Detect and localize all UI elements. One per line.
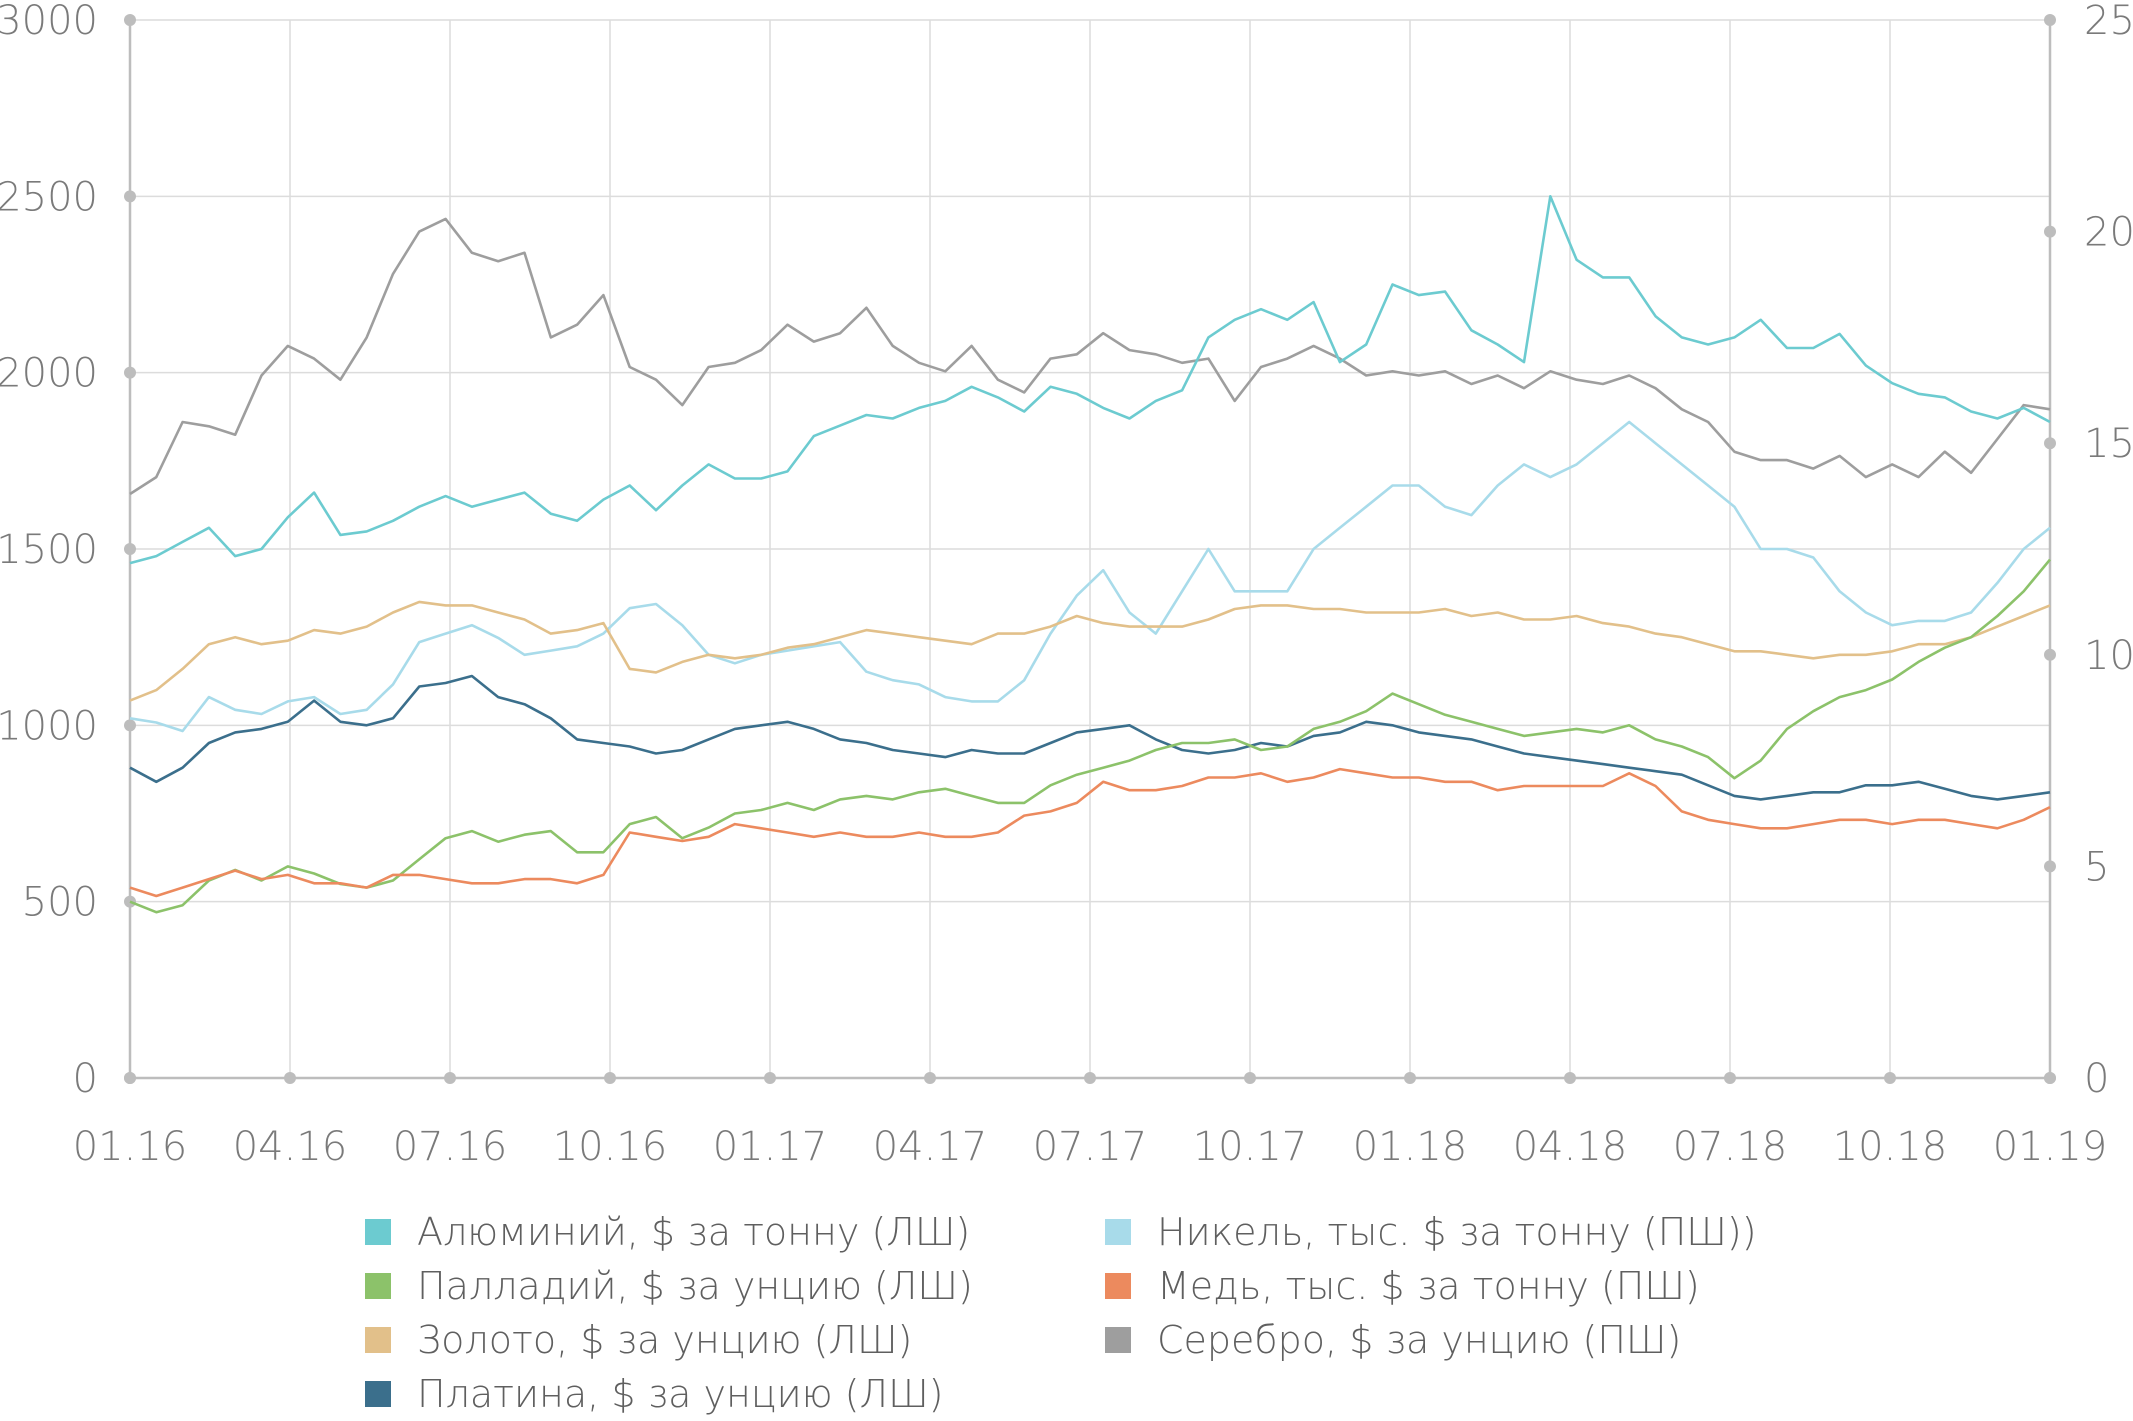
x-axis-tick-dot: [2044, 1072, 2056, 1084]
dual-axis-line-chart: 0 500 1000 1500 2000 2500 3000 0 5 10 15 20 25 01.1…: [0, 0, 2133, 1170]
legend-label: Серебро, $ за унцию (ПШ): [1157, 1318, 1682, 1362]
x-axis-tick-dot: [604, 1072, 616, 1084]
legend-item: Медь, тыс. $ за тонну (ПШ): [1105, 1259, 1700, 1313]
series-line-5: [129, 767, 2051, 898]
x-axis-tick-label: 07.17: [1033, 1124, 1148, 1170]
legend-item: Палладий, $ за унцию (ЛШ): [365, 1259, 973, 1313]
legend-label: Алюминий, $ за тонну (ЛШ): [417, 1210, 971, 1254]
legend-item: Алюминий, $ за тонну (ЛШ): [365, 1205, 970, 1259]
legend-swatch: [365, 1381, 391, 1407]
right-axis-tick-dot: [2044, 860, 2056, 873]
x-axis-tick-label: 10.16: [553, 1124, 668, 1170]
series-line-6: [129, 217, 2051, 496]
left-axis-tick-dot: [124, 719, 136, 732]
legend-label: Платина, $ за унцию (ЛШ): [417, 1372, 944, 1416]
series-line-0: [129, 195, 2051, 565]
legend-swatch: [365, 1327, 391, 1353]
x-axis-tick-label: 04.17: [873, 1124, 988, 1170]
series-line-3: [129, 674, 2051, 801]
x-axis-tick-dot: [284, 1072, 296, 1084]
legend-swatch: [365, 1273, 391, 1299]
x-axis-tick-dot: [1244, 1072, 1256, 1084]
x-axis-tick-dot: [1404, 1072, 1416, 1084]
left-axis-tick-label: 500: [22, 880, 98, 926]
x-axis-tick-dot: [924, 1072, 936, 1084]
right-axis-tick-label: 25: [2084, 0, 2133, 44]
series-layer: [129, 195, 2052, 914]
series-line-2: [129, 600, 2051, 702]
left-axis-tick-label: 2500: [0, 174, 98, 220]
left-axis-tick-label: 1000: [0, 703, 98, 749]
right-axis-tick-labels: 0 5 10 15 20 25: [2084, 0, 2133, 1102]
x-axis-tick-label: 04.18: [1513, 1124, 1628, 1170]
x-axis-tick-label: 04.16: [233, 1124, 348, 1170]
x-axis-tick-dot: [764, 1072, 776, 1084]
left-axis-tick-label: 0: [73, 1056, 98, 1102]
x-axis-tick-dot: [444, 1072, 456, 1084]
legend: Алюминий, $ за тонну (ЛШ) Палладий, $ за …: [365, 1205, 1865, 1417]
x-axis-tick-dot: [1884, 1072, 1896, 1084]
gridlines: [129, 19, 2051, 1079]
x-axis-tick-label: 01.16: [73, 1124, 188, 1170]
right-axis-tick-dot: [2044, 648, 2056, 661]
x-axis-tick-dot: [1564, 1072, 1576, 1084]
legend-swatch: [1105, 1327, 1131, 1353]
series-line-4: [129, 420, 2051, 733]
legend-item: Никель, тыс. $ за тонну (ПШ)): [1105, 1205, 1757, 1259]
legend-label: Палладий, $ за унцию (ЛШ): [417, 1264, 973, 1308]
legend-label: Никель, тыс. $ за тонну (ПШ)): [1157, 1210, 1757, 1254]
legend-swatch: [1105, 1273, 1131, 1299]
x-axis-tick-dot: [1724, 1072, 1736, 1084]
axes: [124, 14, 2056, 1084]
x-axis-tick-dot: [124, 1072, 136, 1084]
left-axis-tick-dot: [124, 895, 136, 908]
legend-label: Медь, тыс. $ за тонну (ПШ): [1157, 1264, 1700, 1308]
legend-label: Золото, $ за унцию (ЛШ): [417, 1318, 913, 1362]
legend-item: Платина, $ за унцию (ЛШ): [365, 1367, 943, 1421]
left-axis-tick-dot: [124, 190, 136, 203]
right-axis-tick-dot: [2044, 225, 2056, 238]
left-axis-tick-label: 1500: [0, 527, 98, 573]
right-axis-tick-dot: [2044, 14, 2056, 26]
right-axis-tick-label: 0: [2084, 1056, 2109, 1102]
x-axis-tick-labels: 01.16 04.16 07.16 10.16 01.17 04.17 07.17 10.17…: [73, 1124, 2108, 1170]
series-line-1: [129, 558, 2052, 914]
legend-swatch: [1105, 1219, 1131, 1245]
x-axis-tick-label: 01.19: [1993, 1124, 2108, 1170]
right-axis-tick-label: 5: [2084, 844, 2109, 890]
right-axis-tick-label: 20: [2084, 210, 2133, 256]
left-axis-tick-label: 2000: [0, 351, 98, 397]
legend-swatch: [365, 1219, 391, 1245]
x-axis-tick-label: 10.17: [1193, 1124, 1308, 1170]
left-axis-tick-label: 3000: [0, 0, 98, 44]
left-axis-tick-labels: 0 500 1000 1500 2000 2500 3000: [0, 0, 98, 1102]
left-axis-tick-dot: [124, 366, 136, 379]
legend-item: Серебро, $ за унцию (ПШ): [1105, 1313, 1681, 1367]
right-axis-tick-dot: [2044, 437, 2056, 450]
right-axis-tick-label: 10: [2084, 633, 2133, 679]
x-axis-tick-label: 01.18: [1353, 1124, 1468, 1170]
x-axis-tick-dot: [1084, 1072, 1096, 1084]
right-axis-tick-label: 15: [2084, 421, 2133, 467]
x-axis-tick-label: 10.18: [1833, 1124, 1948, 1170]
legend-item: Золото, $ за унцию (ЛШ): [365, 1313, 912, 1367]
left-axis-tick-dot: [124, 14, 136, 26]
x-axis-tick-label: 07.16: [393, 1124, 508, 1170]
left-axis-tick-dot: [124, 543, 136, 555]
x-axis-tick-label: 07.18: [1673, 1124, 1788, 1170]
x-axis-tick-label: 01.17: [713, 1124, 828, 1170]
